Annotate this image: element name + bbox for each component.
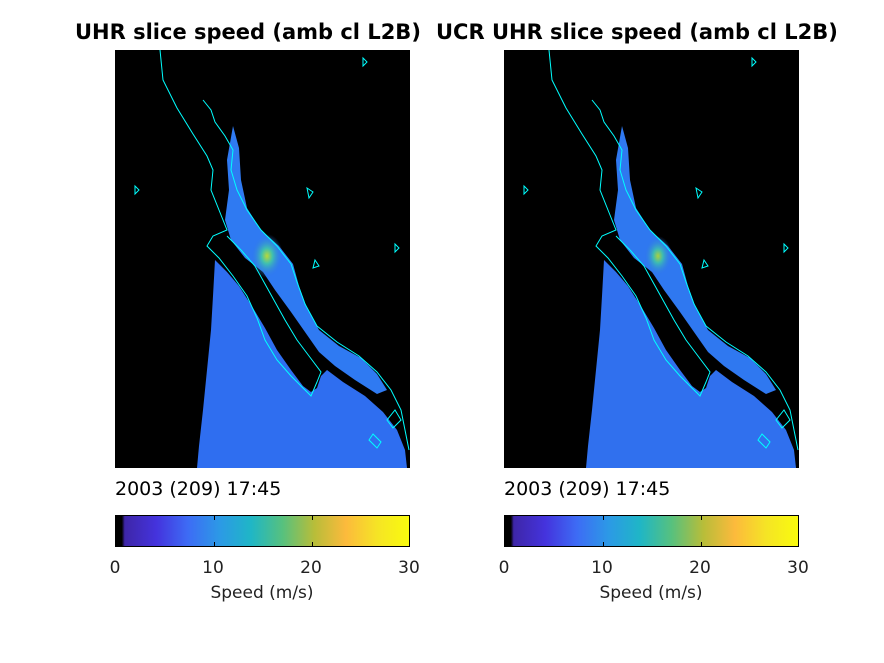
colorbar-tick-mark bbox=[505, 516, 506, 520]
colorbar-gradient bbox=[116, 516, 409, 546]
wind-swath bbox=[586, 260, 796, 468]
timestamp-label: 2003 (209) 17:45 bbox=[115, 478, 282, 500]
coastline bbox=[523, 50, 799, 451]
wind-swath bbox=[197, 260, 407, 468]
colorbar-tick-mark bbox=[409, 542, 410, 546]
colorbar-tick-mark bbox=[701, 516, 702, 520]
colorbar-tick-label: 0 bbox=[109, 558, 121, 578]
colorbar-tick-label: 10 bbox=[591, 558, 613, 578]
colorbar-tick-label: 20 bbox=[300, 558, 322, 578]
colorbar-tick-label: 30 bbox=[398, 558, 420, 578]
colorbar-tick-mark bbox=[116, 516, 117, 520]
colorbar-tick-label: 0 bbox=[498, 558, 510, 578]
colorbar-label: Speed (m/s) bbox=[599, 583, 703, 603]
colorbar-gradient bbox=[505, 516, 798, 546]
colorbar-tick-mark bbox=[214, 516, 215, 520]
colorbar-tick-mark bbox=[116, 542, 117, 546]
colorbar-tick-label: 10 bbox=[202, 558, 224, 578]
colorbar-tick-mark bbox=[798, 542, 799, 546]
coastline bbox=[134, 50, 410, 451]
wind-speed-image bbox=[523, 50, 799, 468]
colorbar-tick-mark bbox=[603, 516, 604, 520]
colorbar-tick-label: 30 bbox=[787, 558, 809, 578]
colorbar bbox=[504, 515, 799, 547]
colorbar-tick-mark bbox=[214, 542, 215, 546]
panel-title: UHR slice speed (amb cl L2B) bbox=[75, 20, 421, 44]
colorbar-tick-mark bbox=[505, 542, 506, 546]
colorbar bbox=[115, 515, 410, 547]
wind-speed-map bbox=[504, 50, 799, 468]
timestamp-label: 2003 (209) 17:45 bbox=[504, 478, 671, 500]
colorbar-tick-mark bbox=[409, 516, 410, 520]
colorbar-tick-mark bbox=[312, 542, 313, 546]
colorbar-tick-label: 20 bbox=[689, 558, 711, 578]
wind-hotspot bbox=[644, 236, 672, 276]
colorbar-tick-mark bbox=[603, 542, 604, 546]
wind-speed-map bbox=[115, 50, 410, 468]
colorbar-tick-mark bbox=[701, 542, 702, 546]
wind-speed-image bbox=[134, 50, 410, 468]
panel-title: UCR UHR slice speed (amb cl L2B) bbox=[436, 20, 838, 44]
colorbar-tick-mark bbox=[312, 516, 313, 520]
colorbar-tick-mark bbox=[798, 516, 799, 520]
wind-hotspot bbox=[251, 234, 283, 278]
colorbar-label: Speed (m/s) bbox=[210, 583, 314, 603]
